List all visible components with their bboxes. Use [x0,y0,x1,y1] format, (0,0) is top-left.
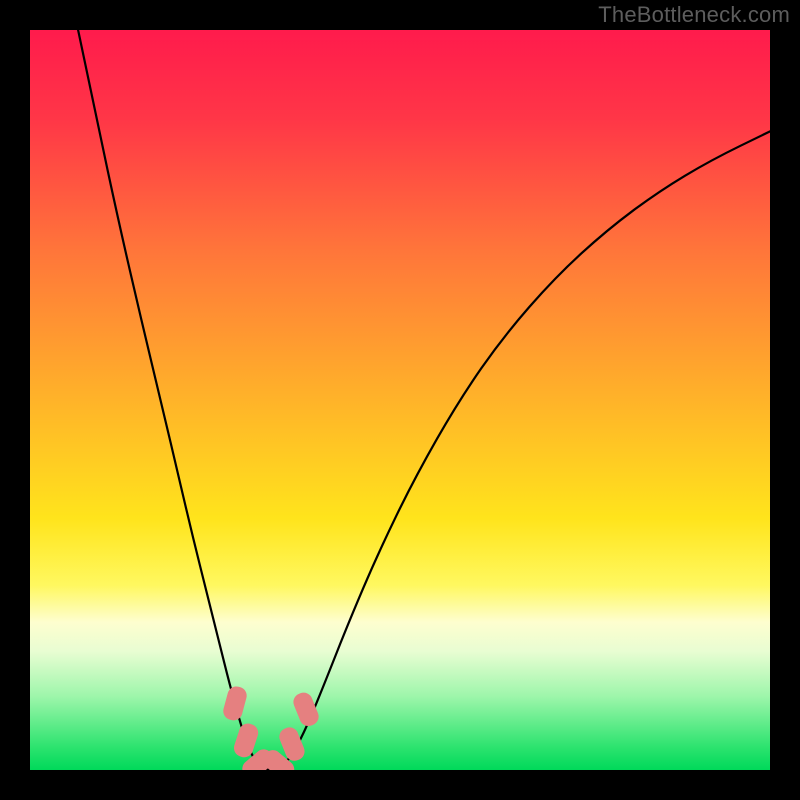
bottleneck-curve-chart [30,30,770,770]
gradient-background [30,30,770,770]
chart-frame: TheBottleneck.com [0,0,800,800]
plot-area [30,30,770,770]
watermark-label: TheBottleneck.com [598,2,790,28]
